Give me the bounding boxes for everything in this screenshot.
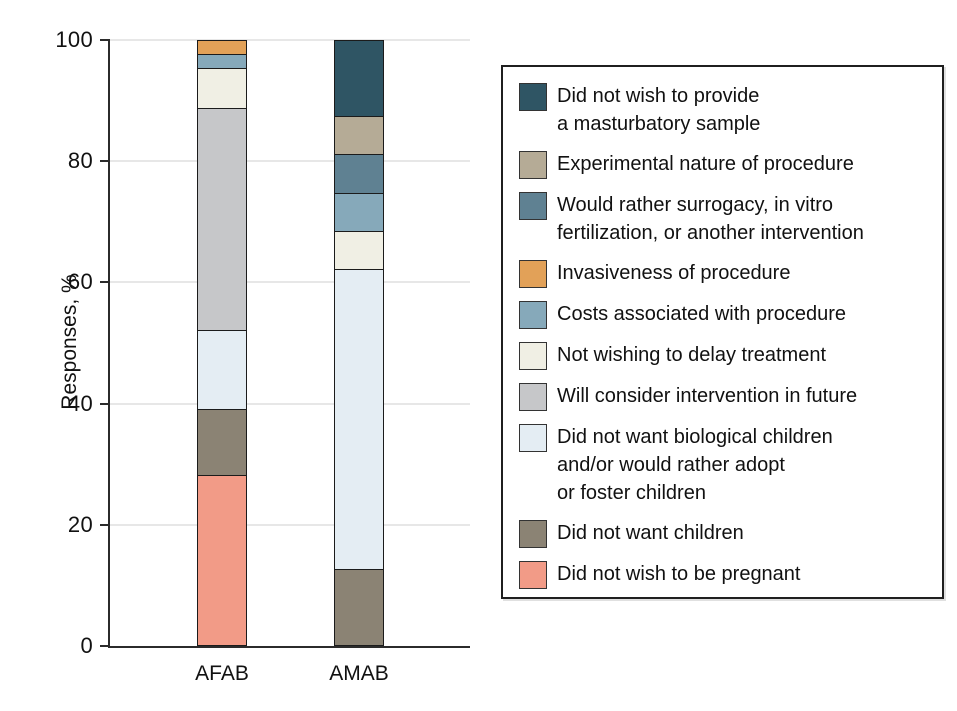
bar-segment — [197, 408, 247, 476]
legend-label: Did not want children — [557, 519, 744, 547]
legend-label: Experimental nature of procedure — [557, 150, 854, 178]
legend-label: Would rather surrogacy, in vitro fertiliz… — [557, 191, 864, 247]
y-tick-label: 40 — [67, 390, 93, 416]
legend-item: Costs associated with procedure — [519, 300, 930, 329]
legend-label: Did not want biological children and/or w… — [557, 423, 833, 507]
legend-label-line: Did not wish to be pregnant — [557, 563, 801, 585]
bar-segment — [197, 330, 247, 410]
legend-item: Experimental nature of procedure — [519, 150, 930, 179]
x-tick-label: AFAB — [195, 662, 249, 685]
legend-label-line: and/or would rather adopt — [557, 454, 785, 476]
bar-segment — [197, 54, 247, 70]
legend-label-line: Will consider intervention in future — [557, 385, 858, 407]
gridline — [110, 402, 470, 405]
legend-label-line: Did not wish to provide — [557, 85, 760, 107]
stacked-bar-afab — [197, 40, 247, 646]
legend-label: Will consider intervention in future — [557, 382, 857, 410]
legend-label-line: Did not want biological children — [557, 426, 833, 448]
legend-label: Did not wish to provide a masturbatory sa… — [557, 82, 760, 138]
y-tick-label: 20 — [67, 511, 93, 537]
legend-item: Invasiveness of procedure — [519, 259, 930, 288]
legend-item: Not wishing to delay treatment — [519, 341, 930, 370]
legend-item: Did not wish to be pregnant — [519, 560, 930, 589]
y-tick-mark — [100, 645, 110, 647]
legend-label-line: Invasiveness of procedure — [557, 262, 791, 284]
legend-swatch — [519, 342, 547, 370]
bar-segment — [197, 68, 247, 110]
bar-segment — [197, 40, 247, 56]
bar-segment — [334, 192, 384, 232]
legend-label: Not wishing to delay treatment — [557, 341, 826, 369]
x-tick-label: AMAB — [329, 662, 389, 685]
bar-segment — [334, 154, 384, 194]
y-tick-mark — [100, 39, 110, 41]
legend-label-line: or foster children — [557, 482, 706, 504]
plot-area: 0 20 40 60 80 100 AFAB AMAB — [55, 27, 470, 685]
legend-swatch — [519, 260, 547, 288]
gridline — [110, 160, 470, 163]
y-tick-mark — [100, 160, 110, 163]
y-tick-mark — [100, 281, 110, 284]
bar-segment — [197, 108, 247, 332]
bar-segment — [334, 230, 384, 271]
legend: Did not wish to provide a masturbatory sa… — [501, 65, 944, 599]
bar-segment — [334, 115, 384, 156]
y-tick-label: 60 — [67, 269, 93, 295]
bar-segment — [334, 40, 384, 117]
legend-label-line: Would rather surrogacy, in vitro — [557, 194, 834, 216]
y-tick-label: 100 — [55, 27, 93, 52]
legend-item: Would rather surrogacy, in vitro fertiliz… — [519, 191, 930, 247]
legend-label: Invasiveness of procedure — [557, 259, 790, 287]
gridline — [110, 523, 470, 526]
legend-label: Costs associated with procedure — [557, 300, 846, 328]
legend-swatch — [519, 301, 547, 329]
legend-label-line: a masturbatory sample — [557, 113, 761, 135]
legend-swatch — [519, 192, 547, 220]
stacked-bar-amab — [334, 40, 384, 646]
bar-segment — [197, 474, 247, 646]
legend-swatch — [519, 383, 547, 411]
legend-item: Will consider intervention in future — [519, 382, 930, 411]
legend-item: Did not wish to provide a masturbatory sa… — [519, 82, 930, 138]
legend-swatch — [519, 561, 547, 589]
legend-swatch — [519, 424, 547, 452]
legend-label-line: Experimental nature of procedure — [557, 153, 854, 175]
legend-label-line: Did not want children — [557, 522, 744, 544]
gridline — [110, 281, 470, 284]
legend-item: Did not want biological children and/or w… — [519, 423, 930, 507]
legend-label: Did not wish to be pregnant — [557, 560, 801, 588]
bar-segment — [334, 569, 384, 646]
legend-label-line: Costs associated with procedure — [557, 303, 847, 325]
bar-segment — [334, 269, 384, 571]
y-tick-mark — [100, 523, 110, 526]
y-tick-label: 0 — [80, 633, 93, 658]
y-tick-label: 80 — [67, 148, 93, 174]
legend-label-line: Not wishing to delay treatment — [557, 344, 827, 366]
legend-swatch — [519, 83, 547, 111]
gridline — [110, 39, 470, 41]
y-tick-mark — [100, 402, 110, 405]
legend-item: Did not want children — [519, 519, 930, 548]
legend-label-line: fertilization, or another intervention — [557, 222, 864, 244]
legend-swatch — [519, 520, 547, 548]
legend-swatch — [519, 151, 547, 179]
